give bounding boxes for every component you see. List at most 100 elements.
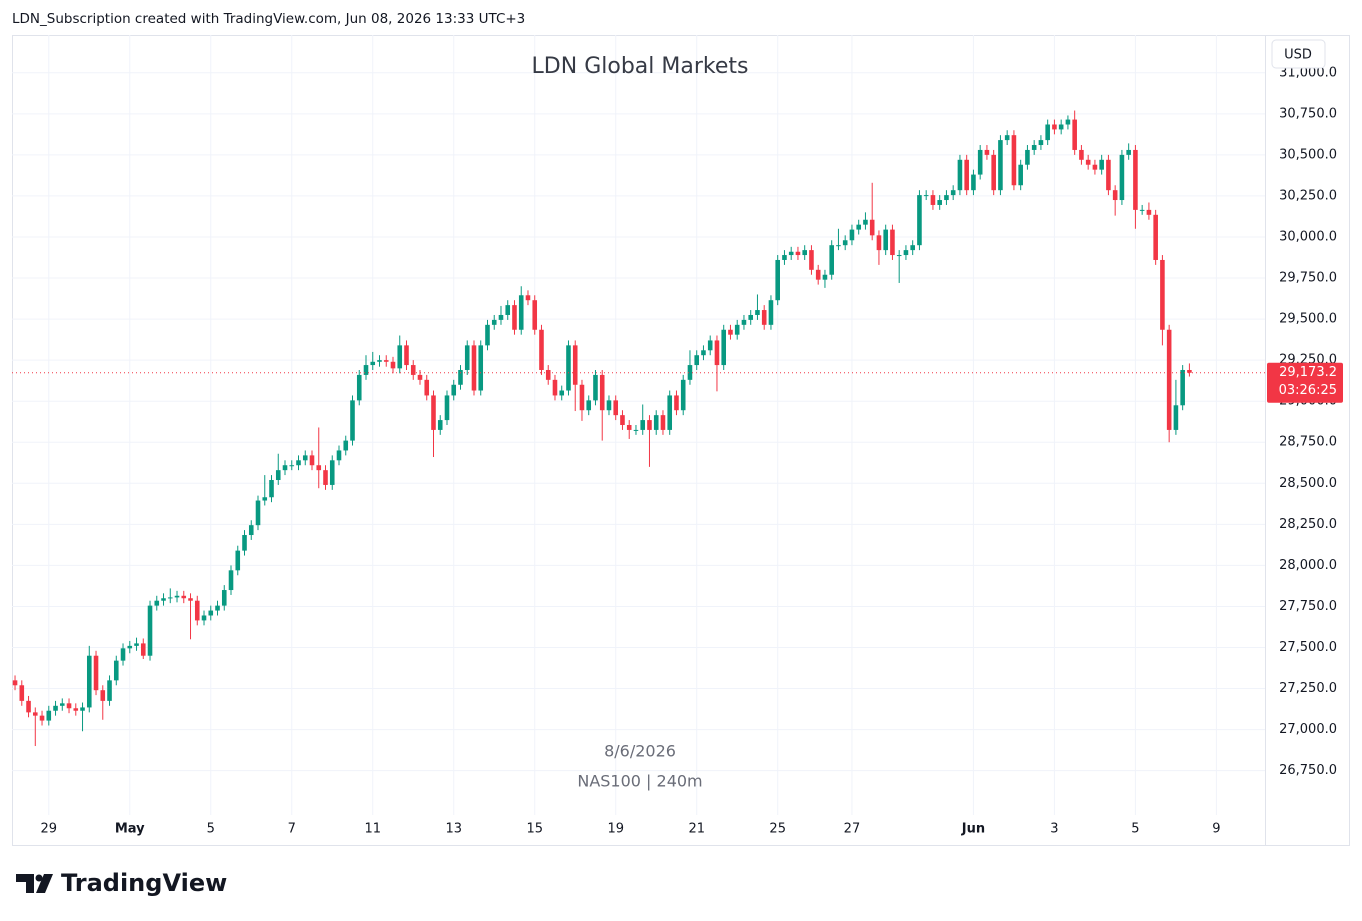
candle-body [188, 598, 193, 601]
y-tick-label: 28,000.0 [1279, 558, 1337, 573]
candle-body [390, 361, 396, 369]
candle-body [984, 149, 990, 155]
candle-body [431, 395, 436, 430]
x-tick-label: 5 [1131, 822, 1139, 837]
candle-body [863, 219, 868, 225]
candle-body [235, 550, 241, 571]
candle-body [1052, 124, 1057, 130]
candle-body [950, 190, 956, 196]
candle-body [451, 384, 457, 396]
logo-slash [36, 874, 53, 893]
candle-body [802, 250, 807, 256]
candle-body [154, 600, 160, 606]
candle-body [316, 465, 322, 471]
candle-body [755, 310, 760, 315]
candle-body [1025, 149, 1030, 165]
watermark-date: 8/6/2026 [604, 742, 676, 761]
y-tick-label: 28,500.0 [1279, 476, 1337, 491]
candle-body [505, 305, 511, 315]
y-tick-label: 29,750.0 [1279, 271, 1337, 286]
candle-body [795, 251, 801, 256]
candle-body [208, 610, 214, 616]
candles [12, 110, 1192, 747]
candle-body [282, 465, 288, 471]
candle-body [127, 645, 133, 649]
x-tick-label: 27 [844, 822, 861, 837]
candle-body [1018, 164, 1023, 186]
candle-body [350, 400, 355, 441]
y-tick-label: 27,750.0 [1279, 599, 1337, 614]
candle-body [194, 600, 200, 621]
x-tick-label: 25 [769, 822, 786, 837]
candle-body [903, 250, 909, 256]
candle-body [525, 295, 531, 301]
candle-body [653, 415, 659, 430]
candle-body [971, 174, 976, 191]
logo-dot [35, 874, 43, 882]
candle-body [1139, 209, 1145, 211]
candle-body [545, 369, 551, 380]
candle-body [937, 200, 942, 205]
candle-body [478, 345, 484, 391]
candle-body [809, 250, 814, 270]
candle-body [1031, 145, 1037, 150]
candle-body [100, 690, 106, 701]
candle-body [59, 703, 65, 706]
candle-body [32, 712, 38, 716]
candle-body [464, 345, 470, 370]
candle-body [768, 300, 774, 325]
currency-label[interactable]: USD [1284, 48, 1312, 63]
candle-body [66, 703, 72, 709]
candle-body [782, 255, 787, 260]
candle-body [302, 455, 308, 461]
candle-body [262, 497, 268, 501]
candle-body [120, 648, 126, 661]
watermark-symbol: NAS100 | 240m [577, 772, 702, 791]
y-tick-label: 28,250.0 [1279, 517, 1337, 532]
candle-body [93, 655, 99, 691]
header-text: LDN_Subscription created with TradingVie… [12, 11, 525, 27]
y-tick-label: 28,750.0 [1279, 435, 1337, 450]
tradingview-logo: TradingView [16, 869, 227, 897]
candle-body [930, 195, 936, 205]
candle-body [606, 400, 612, 411]
candle-body [876, 235, 882, 251]
x-tick-label: May [115, 822, 145, 837]
candle-body [998, 140, 1003, 191]
candle-body [377, 360, 382, 362]
last-price-tag: 29,173.2 03:26:25 [12, 362, 1343, 403]
x-tick-label: 19 [607, 822, 624, 837]
candle-body [599, 374, 605, 411]
candle-body [680, 379, 686, 411]
candle-body [491, 319, 497, 325]
chart-frame [12, 35, 1350, 846]
y-tick-label: 26,750.0 [1279, 763, 1337, 778]
candle-body [633, 429, 639, 431]
logo-mark [16, 874, 34, 893]
candle-body [80, 707, 85, 711]
logo-text: TradingView [61, 869, 227, 897]
candle-body [39, 715, 45, 721]
candle-body [647, 420, 652, 430]
candle-body [660, 415, 666, 430]
candle-body [1112, 190, 1118, 201]
candle-body [1065, 119, 1071, 125]
y-tick-label: 27,500.0 [1279, 640, 1337, 655]
candle-body [849, 229, 855, 241]
candle-body [1004, 135, 1010, 141]
candle-body [437, 420, 443, 430]
candle-body [1153, 214, 1158, 260]
candle-body [890, 229, 895, 256]
candle-body [593, 374, 598, 401]
candle-body [167, 597, 173, 599]
candle-body [559, 390, 565, 396]
candle-body [1092, 164, 1098, 170]
candle-body [518, 295, 524, 330]
currency-button[interactable] [1271, 39, 1326, 69]
candle-body [289, 465, 295, 467]
candle-body [977, 149, 983, 175]
candle-body [12, 680, 18, 686]
candle-body [701, 350, 706, 356]
candle-body [356, 374, 362, 401]
candle-body [1133, 149, 1138, 210]
